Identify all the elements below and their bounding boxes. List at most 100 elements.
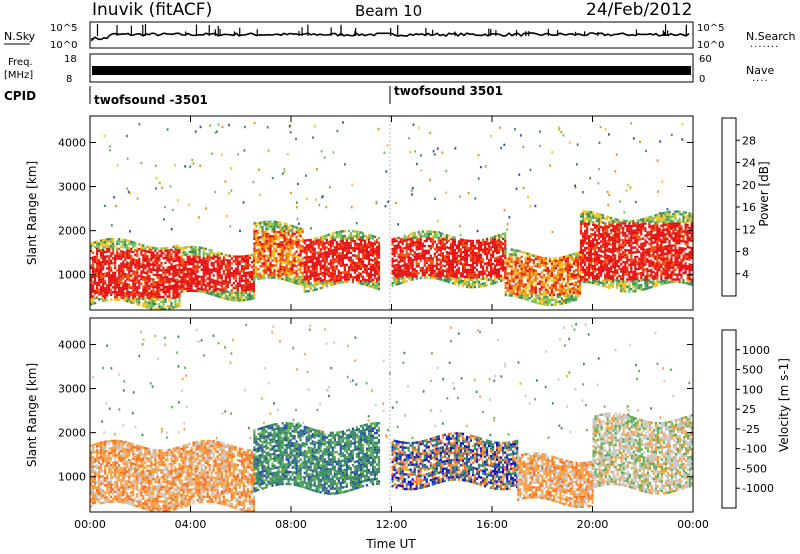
heatmap-cell <box>178 297 181 300</box>
heatmap-cell <box>154 273 157 277</box>
heatmap-cell <box>339 278 342 282</box>
heatmap-cell <box>439 251 442 255</box>
heatmap-cell <box>335 253 338 256</box>
heatmap-cell <box>437 253 440 256</box>
heatmap-cell <box>475 259 479 262</box>
heatmap-cell <box>269 273 272 277</box>
heatmap-cell <box>365 252 369 255</box>
heatmap-cell <box>327 272 330 275</box>
heatmap-cell <box>642 273 645 277</box>
heatmap-cell <box>275 242 278 246</box>
heatmap-cell <box>371 281 375 284</box>
heatmap-cell <box>530 300 533 303</box>
heatmap-cell <box>222 279 225 283</box>
heatmap-cell <box>208 280 211 283</box>
heatmap-cell <box>124 258 127 261</box>
heatmap-cell <box>397 280 400 283</box>
heatmap-cell <box>604 222 607 225</box>
heatmap-cell <box>604 273 607 276</box>
heatmap-cell <box>604 241 607 244</box>
heatmap-cell <box>259 265 262 268</box>
heatmap-cell <box>590 274 593 277</box>
heatmap-cell <box>323 254 326 257</box>
heatmap-cell <box>170 285 173 288</box>
heatmap-cell <box>479 248 483 252</box>
heatmap-cell <box>357 272 360 275</box>
heatmap-cell <box>226 285 229 289</box>
heatmap-cell <box>226 273 229 277</box>
heatmap-cell <box>214 255 217 258</box>
heatmap-cell <box>261 252 264 256</box>
heatmap-cell <box>421 249 424 253</box>
heatmap-cell <box>648 223 651 226</box>
heatmap-cell <box>277 230 280 234</box>
heatmap-cell <box>277 243 280 246</box>
heatmap-cell <box>439 266 442 269</box>
heatmap-cell <box>502 276 505 279</box>
heatmap-cell <box>423 252 426 255</box>
heatmap-cell <box>479 258 483 261</box>
heatmap-cell <box>92 275 95 279</box>
heatmap-cell <box>542 286 545 289</box>
heatmap-cell <box>560 278 563 281</box>
heatmap-cell <box>628 251 631 254</box>
heatmap-cell <box>357 262 360 265</box>
heatmap-cell <box>255 241 258 245</box>
heatmap-cell <box>445 255 448 259</box>
heatmap-cell <box>614 249 617 252</box>
heatmap-cell <box>395 237 398 240</box>
heatmap-cell <box>592 233 595 236</box>
heatmap-cell <box>315 237 318 240</box>
heatmap-cell <box>375 287 379 290</box>
heatmap-cell <box>261 235 264 239</box>
heatmap-cell <box>598 232 601 235</box>
heatmap-cell <box>136 288 139 291</box>
heatmap-cell <box>301 264 304 267</box>
heatmap-cell <box>459 260 462 263</box>
heatmap-cell <box>391 248 394 251</box>
heatmap-cell <box>224 290 227 293</box>
heatmap-cell <box>640 247 643 250</box>
heatmap-cell <box>319 238 322 241</box>
heatmap-cell <box>490 246 493 249</box>
heatmap-cell <box>158 286 161 289</box>
heatmap-cell <box>164 290 167 294</box>
heatmap-cell <box>656 252 659 255</box>
heatmap-cell <box>355 242 358 245</box>
heatmap-cell <box>156 293 159 296</box>
heatmap-cell <box>600 247 603 250</box>
heatmap-cell <box>313 264 316 267</box>
heatmap-cell <box>399 245 402 249</box>
heatmap-cell <box>351 263 354 267</box>
heatmap-cell <box>232 281 235 285</box>
heatmap-cell <box>164 254 167 257</box>
heatmap-cell <box>516 283 519 286</box>
heatmap-cell <box>632 275 635 278</box>
heatmap-cell <box>552 291 555 294</box>
heatmap-cell <box>640 264 643 267</box>
heatmap-cell <box>311 269 314 273</box>
heatmap-cell <box>349 251 352 254</box>
heatmap-cell <box>178 246 181 249</box>
heatmap-cell <box>624 241 627 245</box>
heatmap-cell <box>484 248 487 251</box>
heatmap-cell <box>463 246 467 249</box>
heatmap-cell <box>610 282 613 285</box>
heatmap-cell <box>126 292 129 296</box>
heatmap-cell <box>281 256 284 259</box>
heatmap-cell <box>98 291 101 294</box>
heatmap-cell <box>514 266 517 269</box>
heatmap-cell <box>100 268 103 271</box>
heatmap-cell <box>568 295 572 298</box>
heatmap-cell <box>182 251 185 254</box>
heatmap-cell <box>654 274 657 278</box>
heatmap-cell <box>568 283 572 286</box>
heatmap-cell <box>465 239 469 242</box>
heatmap-cell <box>242 257 245 261</box>
heatmap-cell <box>164 276 167 279</box>
heatmap-cell <box>134 253 137 257</box>
heatmap-cell <box>650 273 653 277</box>
heatmap-cell <box>584 210 587 213</box>
heatmap-cell <box>148 284 151 288</box>
heatmap-cell <box>554 274 557 277</box>
